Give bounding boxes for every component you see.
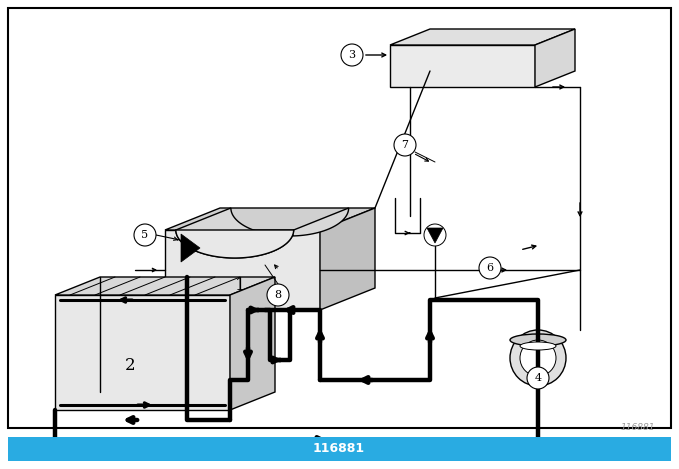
Circle shape [394,134,416,156]
Text: 116881: 116881 [313,442,365,455]
Polygon shape [427,228,443,243]
Text: 3: 3 [348,50,356,60]
Circle shape [510,330,566,386]
Circle shape [527,367,549,389]
Text: 5: 5 [141,230,149,240]
Text: 2: 2 [125,356,135,373]
Text: 6: 6 [486,263,494,273]
Circle shape [479,257,501,279]
Polygon shape [55,277,275,295]
Polygon shape [230,277,275,410]
Circle shape [520,340,556,376]
Text: 8: 8 [274,290,282,300]
Polygon shape [390,45,535,87]
Polygon shape [176,208,348,258]
Polygon shape [181,234,200,262]
Polygon shape [165,208,375,230]
Polygon shape [390,29,575,45]
Bar [8,437,671,461]
Text: 116881: 116881 [621,424,655,432]
Text: 4: 4 [534,373,542,383]
Polygon shape [320,208,375,310]
Circle shape [341,44,363,66]
Polygon shape [535,29,575,87]
Polygon shape [176,230,293,258]
Polygon shape [165,230,320,310]
Text: 1: 1 [235,277,245,294]
Ellipse shape [520,342,556,350]
Ellipse shape [510,334,566,346]
Bar [8,8,671,428]
Circle shape [267,284,289,306]
Circle shape [134,224,156,246]
Polygon shape [55,295,230,410]
Text: 7: 7 [401,140,409,150]
